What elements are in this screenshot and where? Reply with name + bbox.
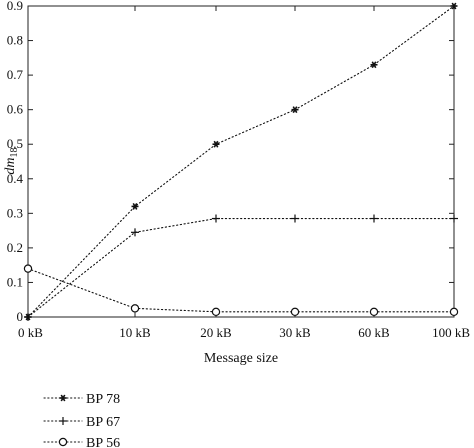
plot-frame	[27, 5, 455, 318]
y-tick-label: 0.5	[7, 136, 23, 151]
circle-marker	[449, 307, 459, 317]
asterisk-marker	[131, 202, 139, 210]
y-axis-label: dm18	[3, 147, 20, 174]
y-axis-label-main: dm	[3, 157, 18, 174]
y-tick-label: 0	[17, 309, 24, 324]
y-axis-ticks: 0 0.1 0.2 0.3 0.4 0.5 0.6 0.7 0.8 0.9	[7, 0, 454, 324]
x-tick-label: 0 kB	[18, 325, 43, 340]
legend-label: BP 67	[86, 415, 120, 430]
x-tick-label: 30 kB	[279, 325, 311, 340]
y-tick-label: 0.7	[7, 67, 24, 82]
x-axis-ticks: 0 kB 10 kB 20 kB 30 kB 60 kB 100 kB	[18, 6, 470, 340]
legend: BP 78 BP 67 BP 56	[43, 392, 120, 448]
y-tick-label: 0.8	[7, 33, 23, 48]
series-group	[23, 2, 459, 321]
x-tick-label: 60 kB	[358, 325, 390, 340]
circle-marker	[211, 307, 221, 317]
x-tick-label: 20 kB	[200, 325, 232, 340]
legend-label: BP 78	[86, 392, 120, 407]
asterisk-marker	[291, 106, 299, 114]
circle-marker	[130, 304, 140, 313]
legend-label: BP 56	[86, 436, 120, 448]
asterisk-marker	[59, 394, 67, 402]
circle-marker	[290, 307, 300, 317]
x-tick-label: 10 kB	[119, 325, 151, 340]
y-tick-label: 0.4	[7, 171, 24, 186]
circle-marker	[369, 307, 379, 317]
asterisk-marker	[450, 2, 458, 10]
plus-marker	[450, 214, 458, 223]
circle-marker	[23, 264, 33, 273]
plus-marker	[370, 214, 378, 223]
series-line-2	[27, 217, 455, 318]
x-tick-label: 100 kB	[432, 325, 470, 340]
y-tick-label: 0.3	[7, 205, 23, 220]
y-tick-label: 0.1	[7, 274, 23, 289]
plus-marker	[24, 313, 32, 321]
plus-marker	[59, 417, 67, 425]
y-tick-label: 0.6	[7, 102, 24, 117]
asterisk-marker	[370, 61, 378, 69]
series-line-3	[27, 268, 455, 313]
plus-marker	[131, 228, 139, 237]
circle-marker	[58, 437, 68, 447]
y-tick-label: 0.9	[7, 0, 23, 13]
y-tick-label: 0.2	[7, 240, 23, 255]
series-line-1	[27, 5, 455, 318]
y-axis-label-subscript: 18	[9, 147, 20, 157]
plus-marker	[291, 214, 299, 223]
x-axis-label: Message size	[204, 351, 278, 366]
plus-marker	[212, 214, 220, 223]
asterisk-marker	[212, 140, 220, 148]
